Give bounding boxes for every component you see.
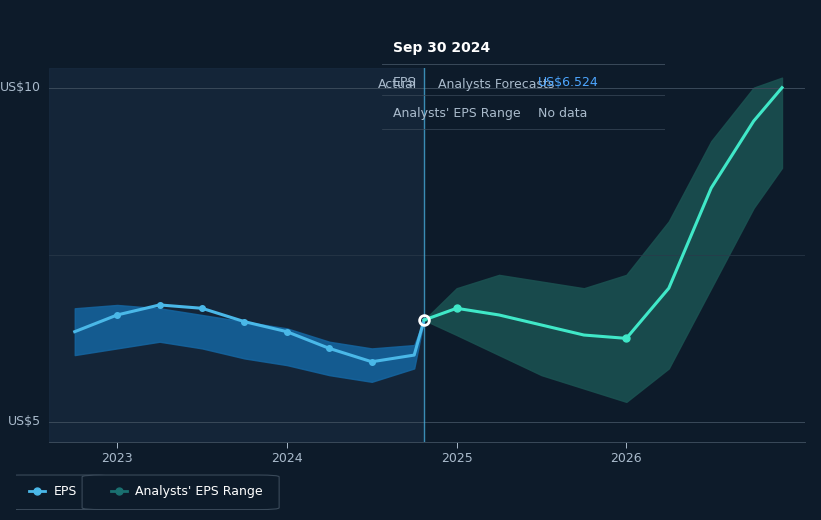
FancyBboxPatch shape	[82, 475, 279, 510]
Text: Actual: Actual	[378, 77, 417, 90]
Text: Analysts' EPS Range: Analysts' EPS Range	[393, 107, 521, 120]
Text: US$5: US$5	[7, 415, 41, 428]
Text: Analysts' EPS Range: Analysts' EPS Range	[135, 485, 263, 498]
FancyBboxPatch shape	[0, 475, 111, 510]
Text: Sep 30 2024: Sep 30 2024	[393, 42, 490, 56]
Text: EPS: EPS	[393, 76, 416, 89]
Text: Analysts Forecasts: Analysts Forecasts	[438, 77, 554, 90]
Text: US$6.524: US$6.524	[538, 76, 599, 89]
Text: No data: No data	[538, 107, 587, 120]
Bar	[49, 68, 424, 442]
Text: US$10: US$10	[0, 81, 41, 94]
Text: EPS: EPS	[53, 485, 76, 498]
